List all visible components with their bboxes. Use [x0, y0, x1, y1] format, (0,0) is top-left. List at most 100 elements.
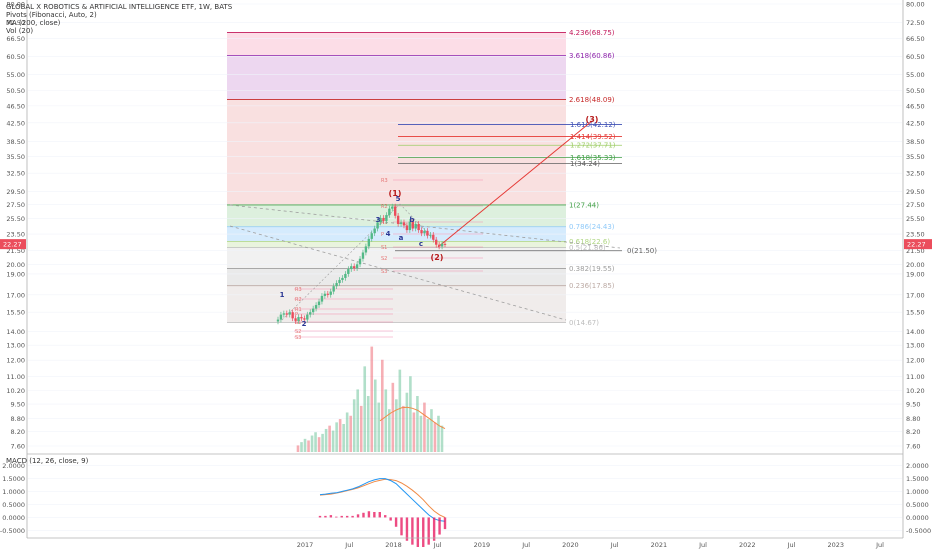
candle-body — [364, 246, 368, 253]
candle-body — [297, 317, 300, 321]
price-tick-label: 14.00 — [906, 328, 925, 336]
volume-bar — [314, 432, 317, 452]
fib-level-label: 0.236(17.85) — [569, 282, 615, 290]
candle-body — [332, 286, 335, 292]
volume-bar — [317, 437, 321, 452]
wave-label: 2 — [302, 320, 307, 328]
candle-body — [347, 269, 350, 274]
price-tick-label: 55.00 — [6, 71, 25, 79]
candle-body — [358, 258, 362, 265]
time-tick-label: Jul — [698, 541, 707, 549]
price-tick-label: 12.00 — [6, 357, 25, 365]
volume-bar — [335, 422, 338, 452]
candle-body — [317, 301, 321, 306]
macd-histogram-bar — [335, 516, 338, 518]
volume-bar — [338, 419, 342, 452]
macd-histogram-bar — [340, 515, 343, 518]
candle-body — [367, 238, 371, 247]
candle-body — [379, 217, 382, 223]
candle-body — [405, 225, 409, 231]
price-tick-label: 32.50 — [6, 170, 25, 178]
fib-level-label: 0.618(22.6) — [569, 238, 610, 246]
macd-tick-label: 0.5000 — [2, 501, 25, 509]
price-tick-label: 19.00 — [6, 270, 25, 278]
volume-bar — [384, 389, 388, 452]
time-axis: 2017 Jul 2018 Jul 2019 Jul 2020 Jul 2021 Jul 2022 J… — [27, 537, 903, 549]
volume-bar — [440, 425, 444, 452]
wave-label: 3 — [376, 216, 381, 224]
volume-bar — [391, 382, 395, 452]
candle-body — [323, 293, 327, 296]
current-price-label: 22.27 — [907, 241, 926, 249]
candle-body — [411, 221, 414, 229]
candle-body — [399, 222, 403, 224]
volume-bar — [328, 425, 331, 452]
macd-histogram-bar — [378, 512, 381, 518]
price-tick-label: 21.50 — [906, 247, 925, 255]
macd-histogram-bar — [400, 517, 403, 536]
channel-lower — [229, 225, 567, 321]
fib-level-label: 3.618(60.86) — [569, 52, 615, 60]
macd-signal-line — [319, 478, 446, 518]
volume-bar — [363, 366, 367, 452]
macd-histogram-bar — [329, 515, 333, 518]
price-tick-label: 32.50 — [906, 170, 925, 178]
candle-body — [329, 291, 332, 295]
macd-tick-label: 1.5000 — [906, 475, 929, 483]
fib-zone — [227, 268, 566, 286]
volume-bar — [409, 376, 412, 452]
current-price-tag — [904, 239, 932, 250]
time-tick-label: Jul — [875, 541, 884, 549]
grid-lines — [28, 3, 902, 447]
volume-bar — [377, 402, 381, 452]
time-tick-label: 2020 — [562, 541, 579, 549]
fib-zone — [227, 55, 566, 100]
volume-bar — [300, 442, 303, 452]
macd-histogram-bar — [389, 517, 392, 521]
price-candles — [276, 203, 447, 325]
candle-body — [314, 305, 318, 309]
volume-bar — [321, 433, 324, 452]
candle-body — [335, 283, 338, 287]
price-axis-left: 80.00 72.50 66.50 60.50 55.00 50.50 46.50 42.50… — [0, 0, 28, 538]
fib-zone — [227, 204, 566, 227]
volume-bar — [303, 438, 307, 452]
macd-tick-label: 1.0000 — [906, 488, 929, 496]
macd-tick-label: 1.0000 — [2, 488, 25, 496]
candle-body — [352, 266, 356, 269]
price-tick-label: 38.50 — [6, 138, 25, 146]
fib-level-label: 1(27.44) — [569, 201, 599, 209]
wave-label: 5 — [396, 195, 401, 203]
macd-histogram-bar — [351, 515, 354, 518]
volume-bar — [349, 415, 352, 452]
price-tick-label: 60.50 — [6, 53, 25, 61]
pivot-label: P — [295, 312, 298, 318]
price-tick-label: 38.50 — [906, 138, 925, 146]
price-tick-label: 17.00 — [906, 291, 925, 299]
candle-body — [432, 234, 435, 240]
volume-bar — [366, 396, 370, 452]
volume-bars — [296, 346, 446, 452]
macd-histogram-bar — [318, 515, 322, 518]
price-tick-label: 7.60 — [906, 443, 920, 451]
price-tick-label: 9.50 — [11, 401, 25, 409]
channel-upper — [229, 204, 621, 249]
volume-bar — [405, 392, 409, 452]
candle-body — [391, 206, 394, 209]
price-tick-label: 7.60 — [11, 443, 25, 451]
time-tick-label: Jul — [787, 541, 796, 549]
candle-body — [285, 313, 288, 315]
pivot-label: R1 — [295, 307, 302, 313]
time-tick-label: 2017 — [297, 541, 314, 549]
volume-bar — [423, 402, 426, 452]
candle-body — [388, 208, 391, 216]
fib-zones — [227, 32, 566, 323]
chart-legend: GLOBAL X ROBOTICS & ARTIFICIAL INTELLIGE… — [6, 3, 232, 35]
wave-label: (1) — [389, 189, 402, 198]
price-tick-label: 13.00 — [906, 342, 925, 350]
pivot-label: R2 — [381, 204, 388, 210]
candle-body — [402, 222, 406, 226]
candle-body — [303, 318, 306, 320]
fib-zone — [227, 99, 566, 205]
